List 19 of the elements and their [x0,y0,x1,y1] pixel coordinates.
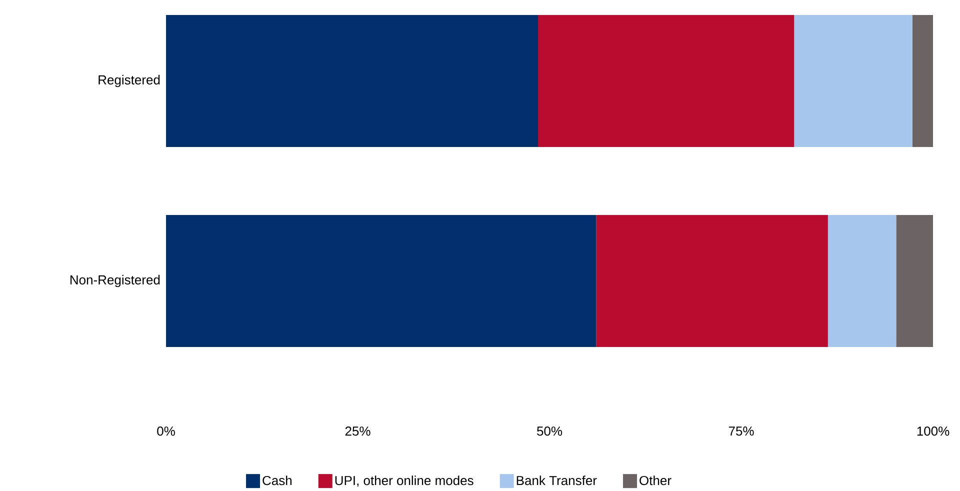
bar [538,15,794,148]
bar [912,15,934,148]
bar [596,215,828,348]
legend-label: Bank Transfer [516,476,597,486]
legend-label: UPI, other online modes [335,476,474,487]
legend-label: Other [640,476,672,486]
y-tick-label: Registered [98,75,160,88]
x-tick-label: 25% [345,426,370,436]
bar [794,15,912,148]
bar [828,215,896,348]
bar [166,15,538,148]
x-tick-label: 0% [157,426,175,436]
bar [166,215,596,348]
legend-label: Cash [262,476,292,486]
y-tick-label: Non-Registered [70,275,160,288]
x-tick-label: 50% [537,426,562,436]
x-tick-label: 75% [728,426,754,436]
bar [896,215,934,348]
x-tick-label: 100% [917,426,950,436]
